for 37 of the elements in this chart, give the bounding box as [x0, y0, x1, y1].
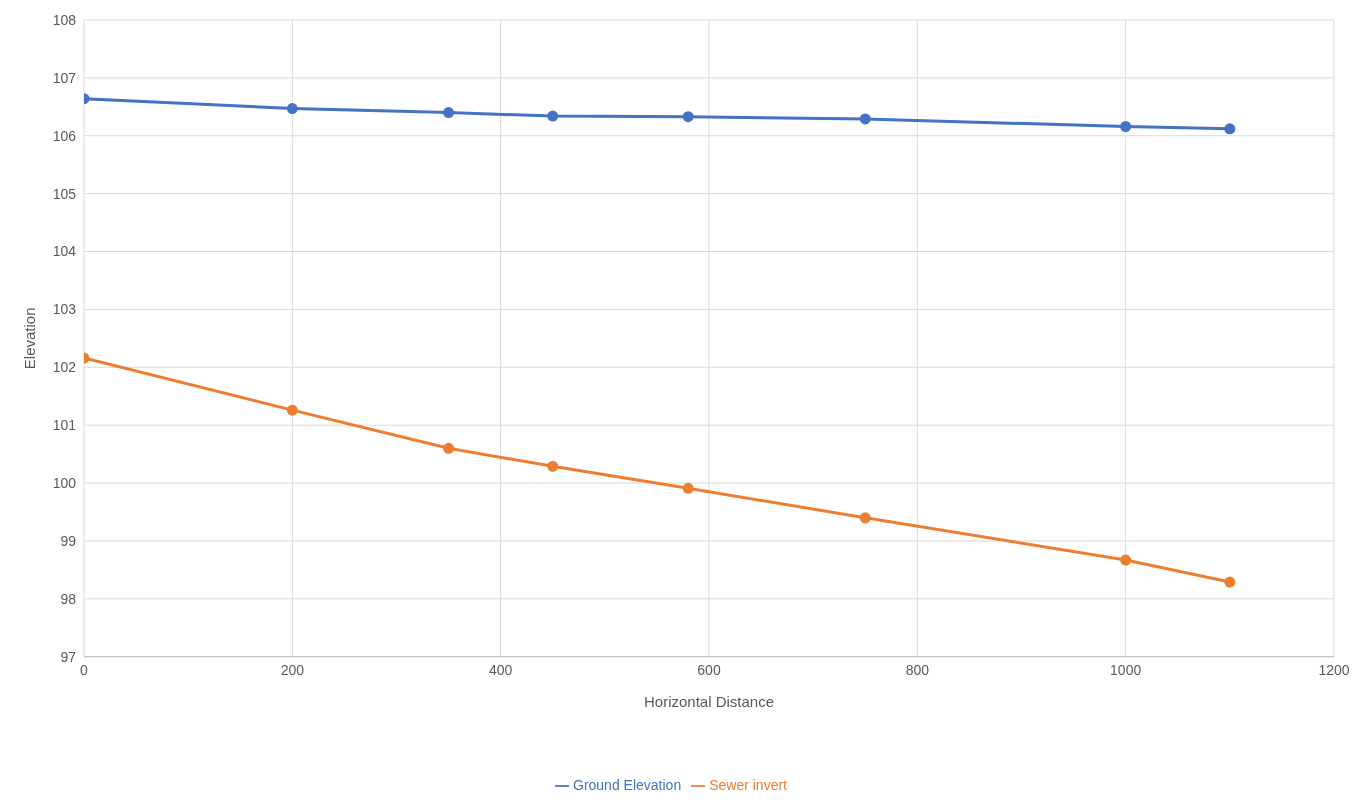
x-tick-label: 1000: [1110, 661, 1142, 678]
y-tick-label: 99: [60, 532, 77, 549]
y-tick-label: 100: [52, 475, 77, 492]
point: [443, 107, 455, 119]
point: [1224, 576, 1236, 588]
y-tick-label: 98: [60, 590, 77, 607]
y-tick-label: 101: [52, 417, 77, 434]
y-tick-label: 104: [52, 243, 77, 260]
point: [682, 111, 694, 123]
x-tick-label: 1200: [1318, 661, 1350, 678]
point: [1120, 554, 1132, 566]
y-tick-label: 108: [52, 11, 77, 28]
y-tick-label: 97: [60, 648, 77, 665]
point: [1224, 123, 1236, 135]
x-axis-title: Horizontal Distance: [643, 692, 775, 710]
point: [547, 110, 559, 122]
y-tick-label: 107: [52, 69, 77, 86]
x-tick-label: 400: [488, 661, 513, 678]
point: [286, 103, 298, 115]
point: [859, 512, 871, 524]
point: [286, 404, 298, 416]
x-tick-label: 600: [697, 661, 721, 678]
legend-label: Sewer invert: [709, 776, 787, 793]
x-tick-label: 0: [80, 661, 89, 678]
y-tick-label: 106: [52, 127, 77, 144]
point: [859, 113, 871, 125]
y-axis-title: Elevation: [21, 307, 39, 370]
legend-label: Ground Elevation: [573, 776, 682, 793]
x-tick-label: 800: [905, 661, 930, 678]
point: [1120, 121, 1132, 132]
x-tick-label: 200: [280, 661, 305, 678]
y-tick-label: 102: [52, 359, 77, 376]
point: [682, 482, 694, 494]
y-tick-label: 103: [52, 301, 77, 318]
point: [443, 442, 455, 454]
y-tick-label: 105: [52, 185, 77, 202]
point: [547, 460, 559, 472]
